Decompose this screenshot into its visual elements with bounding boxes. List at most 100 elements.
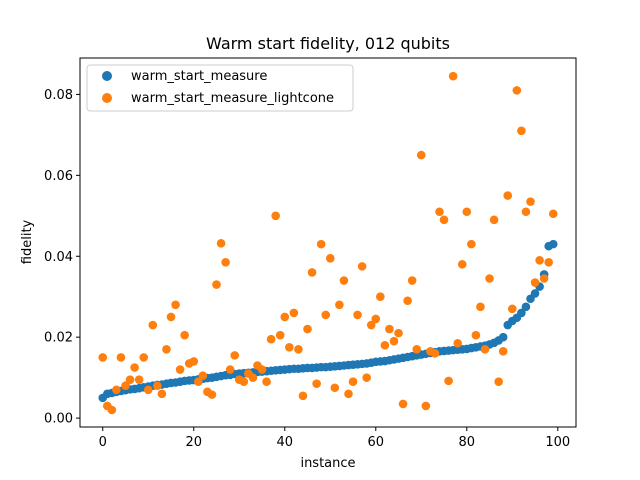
- data-point: [489, 215, 499, 225]
- x-tick-label: 20: [185, 435, 202, 450]
- data-point: [462, 207, 472, 217]
- data-point: [112, 385, 121, 395]
- y-tick-label: 0.08: [44, 88, 73, 103]
- data-point: [380, 340, 390, 350]
- data-point: [166, 312, 176, 322]
- data-point: [271, 211, 280, 221]
- data-point: [298, 391, 308, 401]
- data-point: [517, 308, 526, 318]
- data-point: [107, 405, 117, 415]
- data-point: [548, 209, 558, 219]
- data-point: [194, 377, 203, 386]
- plot-frame: [79, 57, 577, 428]
- data-point: [198, 371, 208, 380]
- data-point: [335, 300, 344, 310]
- data-point: [139, 353, 149, 362]
- data-point: [312, 379, 321, 389]
- data-point: [294, 345, 303, 354]
- data-point: [517, 126, 526, 136]
- data-point: [435, 207, 444, 217]
- legend-label-warm-start-measure: warm_start_measure: [131, 69, 267, 84]
- data-point: [348, 377, 358, 386]
- x-axis: 0 20 40 60 80 100: [99, 427, 570, 450]
- data-point: [134, 375, 144, 384]
- y-axis: 0.00 0.02 0.04 0.06 0.08: [44, 88, 80, 427]
- data-point: [544, 258, 553, 267]
- data-point: [280, 312, 290, 322]
- data-point: [407, 276, 417, 285]
- plot-marks: [98, 71, 558, 415]
- data-point: [366, 320, 376, 330]
- data-point: [467, 239, 476, 249]
- data-point: [430, 349, 440, 358]
- data-point: [148, 320, 158, 330]
- data-point: [316, 239, 326, 249]
- data-point: [171, 300, 180, 310]
- y-tick-label: 0.06: [44, 169, 73, 184]
- data-point: [535, 255, 544, 265]
- data-point: [476, 302, 485, 312]
- data-point: [289, 308, 299, 318]
- legend-label-warm-start-measure-lightcone: warm_start_measure_lightcone: [131, 91, 334, 106]
- data-point: [180, 330, 189, 340]
- data-point: [539, 274, 549, 283]
- data-point: [225, 365, 235, 374]
- data-point: [116, 353, 126, 362]
- y-tick-label: 0.04: [44, 250, 73, 265]
- data-point: [344, 389, 353, 399]
- data-point: [221, 258, 230, 267]
- data-point: [285, 342, 294, 352]
- data-point: [398, 399, 408, 409]
- chart-title: Warm start fidelity, 012 qubits: [206, 34, 450, 53]
- legend: warm_start_measure warm_start_measure_li…: [86, 64, 354, 112]
- data-point: [330, 383, 340, 393]
- data-point: [521, 207, 531, 217]
- data-point: [175, 365, 185, 374]
- data-point: [153, 381, 162, 391]
- x-tick-label: 100: [545, 435, 570, 450]
- data-point: [357, 262, 367, 271]
- y-tick-label: 0.02: [44, 331, 73, 346]
- data-point: [412, 345, 422, 354]
- data-point: [339, 276, 349, 285]
- x-tick-label: 60: [368, 435, 385, 450]
- data-point: [385, 324, 394, 334]
- data-point: [480, 345, 490, 354]
- data-point: [530, 289, 540, 298]
- data-point: [521, 302, 531, 312]
- data-point: [266, 334, 276, 344]
- data-point: [362, 373, 371, 382]
- data-point: [162, 345, 171, 354]
- data-point: [457, 260, 467, 269]
- data-point: [216, 239, 226, 248]
- data-point: [498, 332, 508, 342]
- data-point: [275, 330, 285, 340]
- data-point: [125, 375, 135, 384]
- legend-marker-warm-start-measure: [102, 71, 112, 81]
- data-point: [248, 373, 258, 382]
- data-point: [389, 336, 399, 346]
- data-point: [143, 385, 153, 395]
- legend-box: [86, 64, 354, 112]
- data-point: [98, 353, 108, 362]
- data-point: [448, 71, 458, 81]
- data-point: [548, 239, 558, 249]
- data-point: [444, 376, 453, 386]
- data-point: [325, 253, 335, 263]
- data-point: [212, 280, 221, 289]
- data-point: [494, 377, 503, 386]
- data-point: [498, 347, 508, 356]
- data-point: [321, 310, 331, 320]
- data-point: [230, 351, 240, 360]
- data-point: [307, 268, 317, 277]
- data-point: [157, 389, 167, 399]
- data-point: [439, 215, 449, 225]
- data-point: [421, 401, 431, 411]
- data-point: [353, 310, 362, 320]
- data-point: [376, 292, 385, 302]
- data-point: [303, 324, 312, 334]
- data-point: [121, 381, 130, 391]
- data-point: [471, 330, 481, 340]
- series-1: [98, 71, 558, 415]
